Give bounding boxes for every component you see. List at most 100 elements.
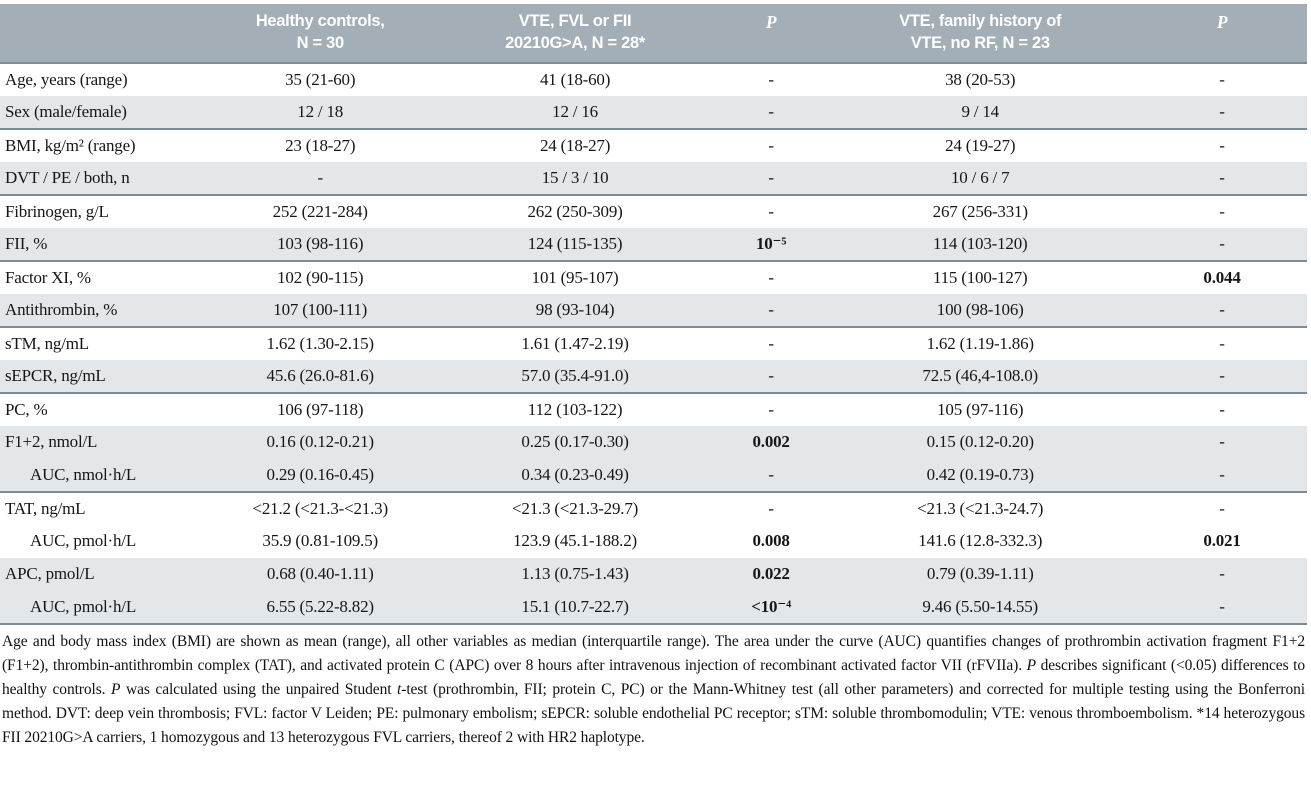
table-row: Sex (male/female) 12 / 18 12 / 16-9 / 14- [0, 95, 1307, 130]
value-cell: 1.61 (1.47-2.19) [521, 333, 629, 353]
table-row: AUC, pmol·h/L 35.9 (0.81-109.5) 123.9 (45.… [0, 525, 1307, 558]
value-cell: 72.5 (46,4-108.0) [823, 359, 1138, 394]
p-value-cell: - [1219, 135, 1225, 155]
value-cell: <21.2 (<21.3-<21.3) [252, 498, 388, 518]
p-value-cell: - [1137, 359, 1307, 394]
value-cell: 112 (103-122) [527, 399, 623, 419]
row-label: Antithrombin, % [0, 293, 210, 328]
row-label: Sex (male/female) [0, 95, 210, 130]
table-row: Fibrinogen, g/L 252 (221-284) 262 (250-309… [0, 195, 1307, 228]
value-cell: 107 (100-111) [209, 293, 432, 328]
value-cell: 35.9 (0.81-109.5) [262, 531, 378, 551]
value-cell: 0.42 (0.19-0.73) [823, 458, 1138, 493]
p-value-cell: - [1219, 498, 1225, 518]
value-cell: 6.55 (5.22-8.82) [209, 590, 432, 625]
value-cell: 35 (21-60) [285, 69, 356, 89]
p-value-cell: - [1137, 557, 1307, 591]
value-cell: 57.0 (35.4-91.0) [431, 359, 719, 394]
row-label: Age, years (range) [5, 69, 128, 89]
table-row: Antithrombin, % 107 (100-111) 98 (93-104) -… [0, 293, 1307, 328]
p-value-cell: - [768, 201, 774, 221]
header-p-value-2: P [1137, 4, 1307, 64]
table-row: DVT / PE / both, n -15 / 3 / 10-10 / 6 / … [0, 161, 1307, 196]
footnote-italic-segment: P [1026, 656, 1036, 674]
p-value-cell: - [1137, 590, 1307, 625]
p-value-cell: - [768, 69, 774, 89]
p-value-cell: - [768, 267, 774, 287]
value-cell: 105 (97-116) [937, 399, 1024, 419]
value-cell: 252 (221-284) [272, 201, 368, 221]
value-cell: 9.46 (5.50-14.55) [823, 590, 1138, 625]
value-cell: 15 / 3 / 10 [431, 161, 719, 196]
table-row: APC, pmol/L 0.68 (0.40-1.11) 1.13 (0.75-1.… [0, 557, 1307, 591]
row-label: PC, % [5, 399, 48, 419]
p-value-cell: - [768, 135, 774, 155]
p-value-cell: 0.002 [718, 425, 824, 459]
value-cell: 115 (100-127) [932, 267, 1028, 287]
footnote-text-segment: describes significant (<0.05) difference… [2, 656, 1305, 698]
value-cell: <21.3 (<21.3-24.7) [917, 498, 1044, 518]
table-row: Factor XI, % 102 (90-115) 101 (95-107) - 115… [0, 261, 1307, 294]
value-cell: 10 / 6 / 7 [823, 161, 1138, 196]
table-header: Healthy controls, N = 30 VTE, FVL or FII… [0, 4, 1307, 64]
value-cell: 106 (97-118) [277, 399, 364, 419]
p-value-cell: - [1219, 333, 1225, 353]
row-label: sTM, ng/mL [5, 333, 89, 353]
value-cell: 100 (98-106) [823, 293, 1138, 328]
value-cell: 0.25 (0.17-0.30) [431, 425, 719, 459]
p-value-cell: - [768, 399, 774, 419]
value-cell: 12 / 18 [209, 95, 432, 130]
p-value-cell: - [1137, 227, 1307, 262]
p-value-cell: - [718, 359, 824, 394]
value-cell: 262 (250-309) [527, 201, 623, 221]
value-cell: 101 (95-107) [531, 267, 619, 287]
p-value-cell: - [1219, 201, 1225, 221]
p-value-cell: - [1137, 161, 1307, 196]
value-cell: 0.34 (0.23-0.49) [431, 458, 719, 493]
value-cell: 124 (115-135) [431, 227, 719, 262]
value-cell: <21.3 (<21.3-29.7) [512, 498, 639, 518]
value-cell: 1.62 (1.19-1.86) [926, 333, 1034, 353]
row-label: BMI, kg/m² (range) [5, 135, 136, 155]
value-cell: 41 (18-60) [539, 69, 611, 89]
value-cell: 12 / 16 [431, 95, 719, 130]
p-value-cell: 0.022 [718, 557, 824, 591]
value-cell: 0.29 (0.16-0.45) [209, 458, 432, 493]
value-cell: 24 (19-27) [945, 135, 1016, 155]
p-value-cell: 0.008 [752, 531, 790, 551]
header-empty-cell [0, 4, 210, 64]
footnote-italic-segment: P [111, 680, 121, 698]
table-row: sTM, ng/mL 1.62 (1.30-2.15) 1.61 (1.47-2.1… [0, 327, 1307, 360]
p-value-cell: 10⁻⁵ [718, 227, 824, 262]
value-cell: 102 (90-115) [277, 267, 364, 287]
row-label: Fibrinogen, g/L [5, 201, 109, 221]
footnote-italic-segment: t [397, 680, 402, 698]
value-cell: 114 (103-120) [823, 227, 1138, 262]
value-cell: 1.62 (1.30-2.15) [266, 333, 374, 353]
row-label: TAT, ng/mL [5, 498, 86, 518]
value-cell: 1.13 (0.75-1.43) [431, 557, 719, 591]
p-value-cell: - [768, 498, 774, 518]
row-label: AUC, nmol·h/L [0, 458, 210, 493]
table-row: PC, % 106 (97-118) 112 (103-122) - 105 (97-1… [0, 393, 1307, 426]
row-label: sEPCR, ng/mL [0, 359, 210, 394]
table-row: FII, % 103 (98-116) 124 (115-135) 10⁻⁵ 114 (… [0, 227, 1307, 262]
value-cell: 24 (18-27) [539, 135, 611, 155]
p-value-cell: - [1137, 458, 1307, 493]
header-p-value-1: P [718, 4, 824, 64]
row-label: AUC, pmol·h/L [30, 531, 137, 551]
table-row: TAT, ng/mL <21.2 (<21.3-<21.3) <21.3 (<21.… [0, 492, 1307, 525]
footnote-text-segment: -test (prothrombin, FII; protein C, PC) … [2, 680, 1305, 746]
table-row: BMI, kg/m² (range) 23 (18-27) 24 (18-27) - 2… [0, 129, 1307, 162]
header-healthy-controls: Healthy controls, N = 30 [209, 4, 432, 64]
table-footnote: Age and body mass index (BMI) are shown … [0, 630, 1305, 750]
table-row: AUC, pmol·h/L 6.55 (5.22-8.82) 15.1 (10.7-… [0, 590, 1307, 625]
table-row: F1+2, nmol/L 0.16 (0.12-0.21) 0.25 (0.17-0… [0, 425, 1307, 459]
p-value-cell: - [718, 458, 824, 493]
value-cell: 23 (18-27) [285, 135, 356, 155]
row-label: DVT / PE / both, n [0, 161, 210, 196]
value-cell: 0.79 (0.39-1.11) [823, 557, 1138, 591]
value-cell: 0.68 (0.40-1.11) [209, 557, 432, 591]
value-cell: 15.1 (10.7-22.7) [431, 590, 719, 625]
value-cell: 38 (20-53) [945, 69, 1016, 89]
